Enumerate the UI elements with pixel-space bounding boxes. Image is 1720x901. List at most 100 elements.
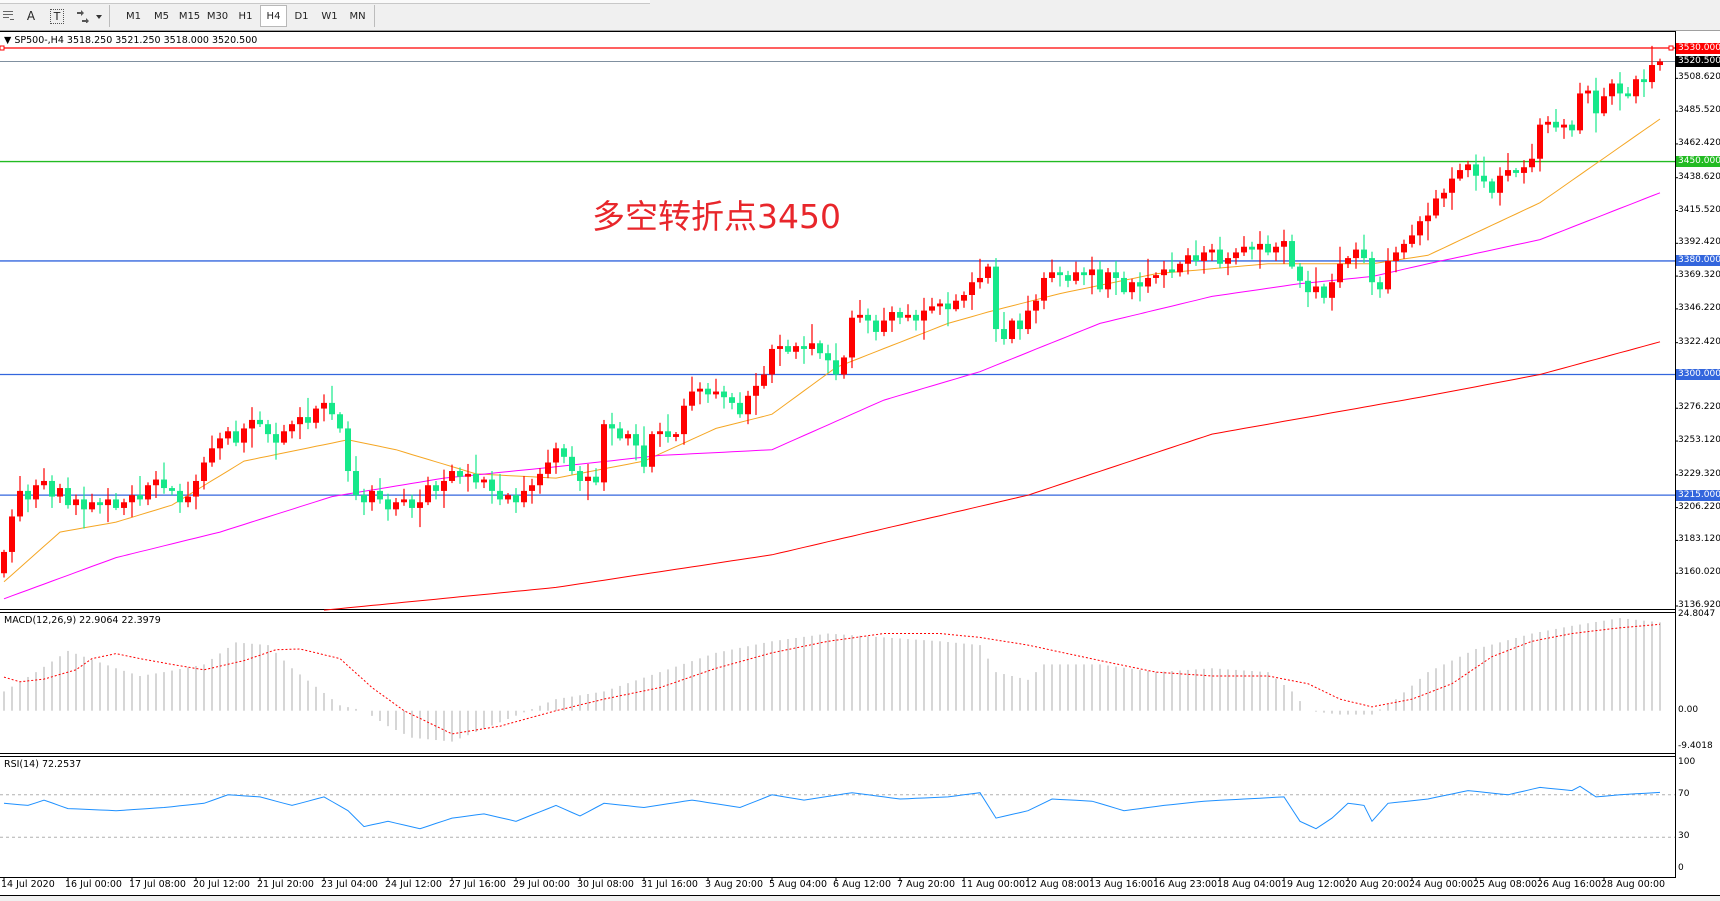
rsi-tick-label: 30 — [1678, 831, 1690, 842]
candle-bullish — [1153, 275, 1159, 278]
price-tick-label: 3462.420 — [1678, 137, 1720, 148]
candle-bullish — [449, 471, 455, 481]
symbol-label: SP500-,H4 — [14, 35, 64, 46]
candle-bullish — [321, 402, 327, 409]
candle-bearish — [1481, 175, 1487, 182]
time-tick-label: 29 Jul 00:00 — [513, 879, 570, 890]
candle-bullish — [1129, 282, 1135, 293]
candle-bullish — [985, 266, 991, 278]
ohlc-values: 3518.250 3521.250 3518.000 3520.500 — [66, 35, 258, 46]
candle-bearish — [361, 495, 367, 503]
candle-bullish — [953, 300, 959, 310]
time-tick-label: 3 Aug 20:00 — [705, 879, 764, 890]
grid-properties-icon[interactable] — [0, 5, 18, 27]
candle-bullish — [105, 499, 111, 506]
candle-bullish — [217, 438, 223, 449]
time-tick-label: 26 Aug 16:00 — [1537, 879, 1602, 890]
time-tick-label: 28 Aug 00:00 — [1601, 879, 1666, 890]
price-tick-label: 3438.620 — [1678, 171, 1720, 182]
candle-bearish — [1081, 272, 1087, 276]
candle-bullish — [809, 343, 815, 349]
timeframe-m5-button[interactable]: M5 — [154, 10, 169, 22]
time-tick-label: 13 Aug 16:00 — [1089, 879, 1154, 890]
candle-bullish — [1049, 272, 1055, 278]
candle-bullish — [937, 303, 943, 307]
candle-bearish — [489, 479, 495, 491]
candle-bearish — [1137, 282, 1143, 287]
price-tick-label: 3322.420 — [1678, 336, 1720, 347]
candle-bullish — [121, 502, 127, 508]
candle-bullish — [9, 516, 15, 552]
candle-bearish — [433, 485, 439, 491]
candle-bullish — [889, 312, 895, 321]
candle-bearish — [897, 312, 903, 318]
timeframe-d1-button[interactable]: D1 — [294, 10, 309, 22]
price-tick-label: 3276.220 — [1678, 402, 1720, 413]
timeframe-w1-button[interactable]: W1 — [321, 10, 338, 22]
price-tick-label: 3183.120 — [1678, 534, 1720, 545]
timeframe-h1-button[interactable]: H1 — [238, 10, 253, 22]
candle-bearish — [1249, 246, 1255, 250]
candle-bearish — [497, 490, 503, 500]
bottom-scroll-bar[interactable] — [0, 895, 1720, 901]
candle-bearish — [833, 360, 839, 375]
candle-bullish — [41, 480, 47, 486]
candle-bullish — [1425, 215, 1431, 222]
candle-bearish — [1121, 277, 1127, 293]
timeframe-m1-button[interactable]: M1 — [126, 10, 141, 22]
candle-bearish — [1625, 93, 1631, 97]
arrows-tool-icon[interactable] — [72, 5, 106, 27]
candle-bullish — [1337, 263, 1343, 283]
text-tool-icon[interactable]: A — [26, 9, 36, 23]
time-tick-label: 17 Jul 08:00 — [129, 879, 186, 890]
candle-bullish — [1441, 192, 1447, 199]
candle-bullish — [1313, 286, 1319, 293]
timeframe-h4-button[interactable]: H4 — [260, 5, 287, 27]
candle-bearish — [1593, 90, 1599, 114]
candle-bullish — [681, 405, 687, 435]
candle-bullish — [289, 424, 295, 432]
macd-tick-label: 0.00 — [1678, 704, 1699, 715]
collapse-triangle-icon[interactable]: ▼ — [4, 35, 12, 46]
candle-bearish — [817, 343, 823, 354]
text-label-icon[interactable]: T — [46, 5, 68, 27]
candle-bearish — [913, 314, 919, 321]
candle-bullish — [1257, 243, 1263, 250]
candle-bearish — [1553, 121, 1559, 128]
candle-bullish — [1585, 90, 1591, 94]
candle-bullish — [1521, 167, 1527, 173]
macd-title: MACD(12,26,9) 22.9064 22.3979 — [4, 615, 161, 626]
candle-bullish — [57, 488, 63, 497]
time-tick-label: 16 Aug 23:00 — [1153, 879, 1218, 890]
candle-bullish — [1161, 269, 1167, 276]
candle-bearish — [1377, 282, 1383, 290]
candle-bearish — [305, 417, 311, 423]
candle-bearish — [1169, 269, 1175, 273]
candle-bearish — [593, 476, 599, 483]
candle-bullish — [89, 502, 95, 510]
macd-tick-label: -9.4018 — [1678, 741, 1713, 751]
candle-bullish — [225, 431, 231, 439]
candle-bearish — [1473, 164, 1479, 176]
timeframe-mn-button[interactable]: MN — [349, 10, 366, 22]
candle-bullish — [153, 479, 159, 486]
candle-bullish — [969, 282, 975, 296]
candle-bearish — [81, 499, 87, 510]
candle-bearish — [1513, 170, 1519, 173]
candle-bullish — [1385, 260, 1391, 290]
candle-bearish — [1017, 320, 1023, 330]
time-tick-label: 20 Aug 20:00 — [1345, 879, 1410, 890]
candle-bearish — [161, 479, 167, 489]
timeframe-m30-button[interactable]: M30 — [206, 10, 229, 22]
candle-bearish — [665, 431, 671, 437]
candle-bullish — [585, 476, 591, 481]
timeframe-m15-button[interactable]: M15 — [178, 10, 201, 22]
candle-bullish — [1145, 277, 1151, 287]
candle-bullish — [1393, 252, 1399, 261]
chart-annotation-text[interactable]: 多空转折点3450 — [592, 197, 841, 236]
candle-bullish — [769, 348, 775, 375]
toolbar-separator — [109, 5, 110, 27]
candle-bullish — [201, 462, 207, 481]
price-tick-label: 3508.620 — [1678, 72, 1720, 83]
